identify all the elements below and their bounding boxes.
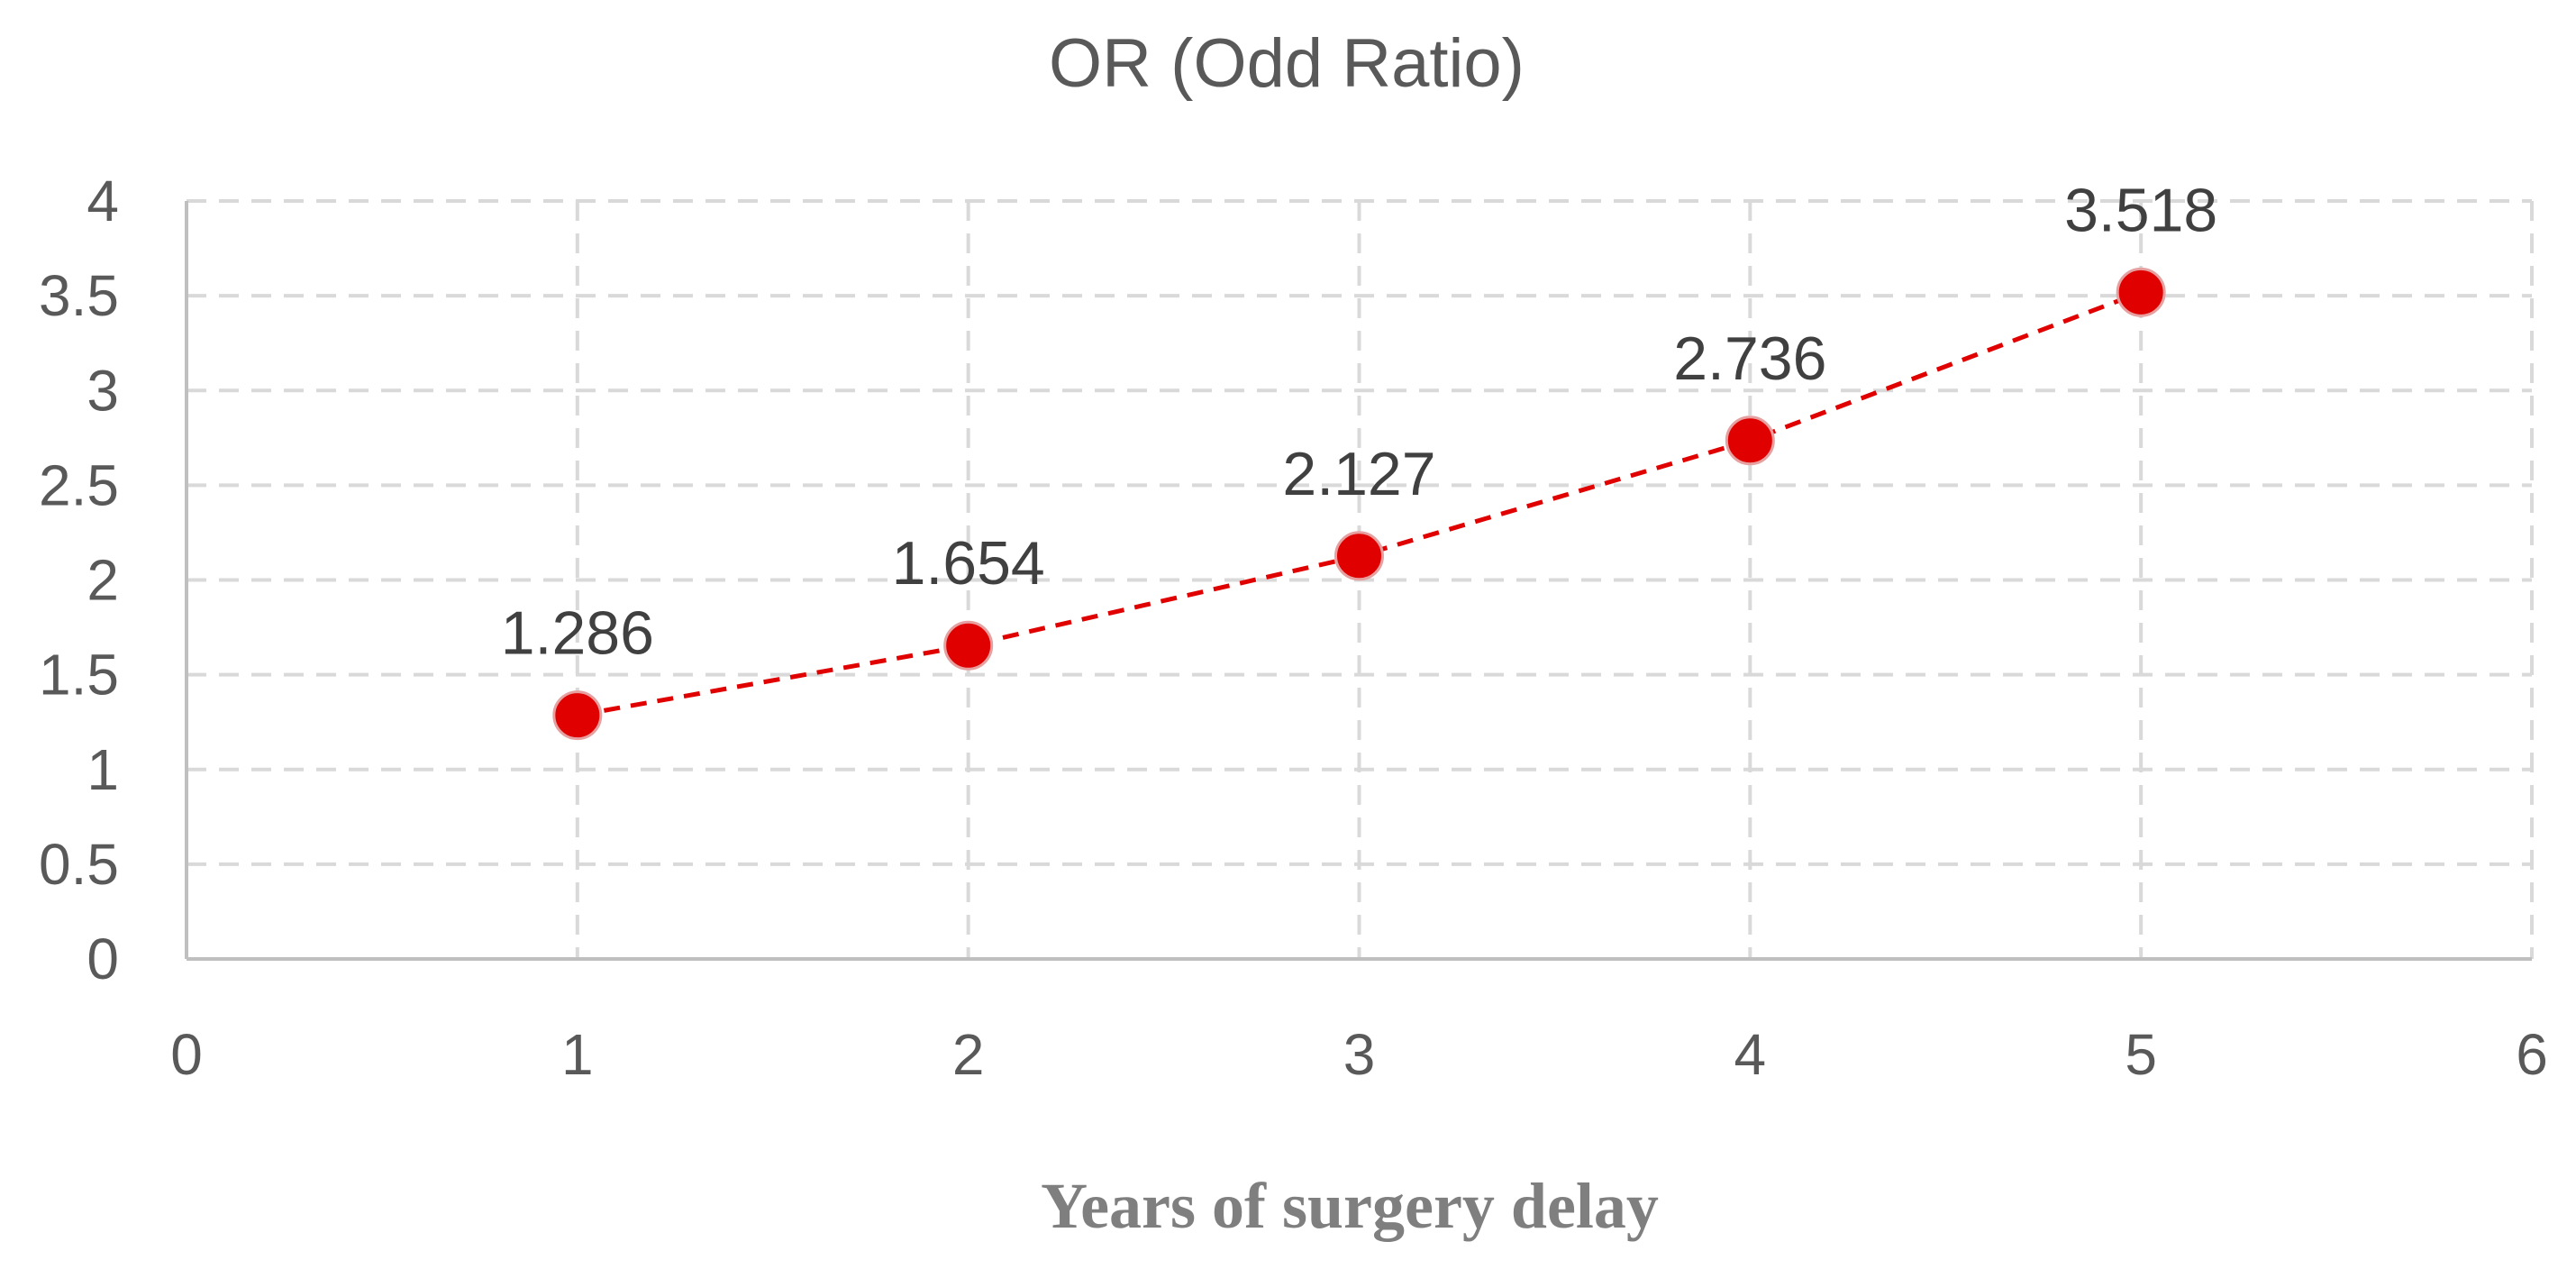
- x-tick-label: 1: [561, 1022, 594, 1087]
- data-point: [2116, 267, 2166, 317]
- data-point: [1725, 415, 1775, 466]
- data-point: [1334, 531, 1384, 581]
- data-series: [552, 267, 2166, 741]
- chart-title: OR (Odd Ratio): [1049, 25, 1525, 102]
- y-tick-label: 1: [86, 737, 119, 802]
- x-tick-label: 6: [2516, 1022, 2548, 1087]
- x-tick-label: 0: [170, 1022, 203, 1087]
- data-label: 1.654: [892, 529, 1045, 598]
- x-tick-label: 2: [952, 1022, 985, 1087]
- axes: [185, 201, 2532, 961]
- data-label: 2.127: [1282, 440, 1435, 508]
- y-tick-label: 3.5: [39, 263, 119, 328]
- tick-labels: 0 0.5 1 1.5 2 2.5 3 3.5 4 0 1 2 3 4 5 6: [39, 169, 2548, 1087]
- y-tick-label: 3: [86, 358, 119, 423]
- data-labels: 1.286 1.654 2.127 2.736 3.518: [501, 176, 2218, 667]
- data-point: [943, 620, 994, 671]
- data-label: 3.518: [2064, 176, 2217, 244]
- y-tick-label: 1.5: [39, 643, 119, 708]
- y-tick-label: 0: [86, 927, 119, 991]
- x-tick-label: 5: [2125, 1022, 2157, 1087]
- x-tick-label: 4: [1734, 1022, 1767, 1087]
- gridlines: [187, 199, 2534, 959]
- y-tick-label: 2: [86, 548, 119, 613]
- y-tick-label: 0.5: [39, 832, 119, 897]
- data-label: 1.286: [501, 599, 654, 668]
- x-axis-title: Years of surgery delay: [1041, 1170, 1659, 1242]
- data-label: 2.736: [1673, 324, 1826, 393]
- x-tick-label: 3: [1343, 1022, 1376, 1087]
- data-point: [552, 690, 603, 741]
- y-tick-label: 4: [86, 169, 119, 233]
- y-tick-label: 2.5: [39, 452, 119, 517]
